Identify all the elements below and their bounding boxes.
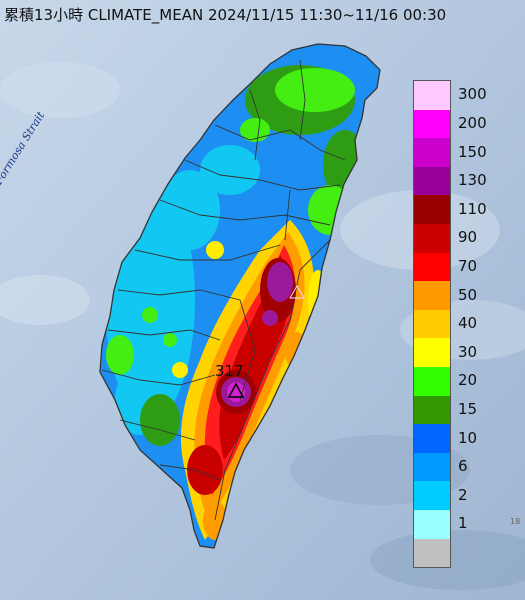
max-rainfall-label: 317 — [215, 362, 244, 380]
secondary-triangle-icon — [289, 285, 305, 299]
legend-swatch — [414, 195, 450, 224]
legend-label: 110 — [458, 199, 487, 218]
legend-swatch — [414, 509, 450, 539]
legend-swatch — [414, 109, 450, 139]
legend-label: 70 — [458, 256, 478, 275]
legend-label: 150 — [458, 142, 487, 161]
map-title: 累積13小時 CLIMATE_MEAN 2024/11/15 11:30~11/… — [4, 6, 447, 24]
legend-swatch — [414, 252, 450, 282]
legend-swatch — [414, 452, 450, 482]
legend-label: 300 — [458, 85, 487, 104]
legend-color-bar — [413, 80, 451, 569]
legend-swatch — [414, 538, 450, 568]
legend-label: 90 — [458, 228, 478, 247]
legend-label: 10 — [458, 428, 478, 447]
legend-swatch — [414, 338, 450, 367]
legend-swatch — [414, 309, 450, 339]
legend-label: 20 — [458, 371, 478, 390]
legend-swatch — [414, 81, 450, 110]
legend-swatch — [414, 281, 450, 310]
legend-label: 130 — [458, 171, 487, 190]
county-borders — [99, 43, 381, 549]
legend-label: 1 — [458, 514, 468, 533]
legend-swatch — [414, 481, 450, 510]
legend-swatch — [414, 395, 450, 425]
legend-swatch — [414, 166, 450, 196]
legend-swatch — [414, 424, 450, 453]
legend-swatch — [414, 223, 450, 253]
triangle-marker — [227, 382, 245, 398]
legend-label: 6 — [458, 457, 468, 476]
triangle-marker-group — [227, 382, 245, 398]
legend-label: 40 — [458, 314, 478, 333]
legend-swatch — [414, 366, 450, 396]
edge-text: 18 — [510, 517, 521, 526]
legend-swatch — [414, 138, 450, 167]
legend-label: 15 — [458, 399, 478, 418]
legend-label: 200 — [458, 113, 487, 132]
legend-label: 50 — [458, 285, 478, 304]
legend-label: 30 — [458, 342, 478, 361]
legend-label: 2 — [458, 485, 468, 504]
